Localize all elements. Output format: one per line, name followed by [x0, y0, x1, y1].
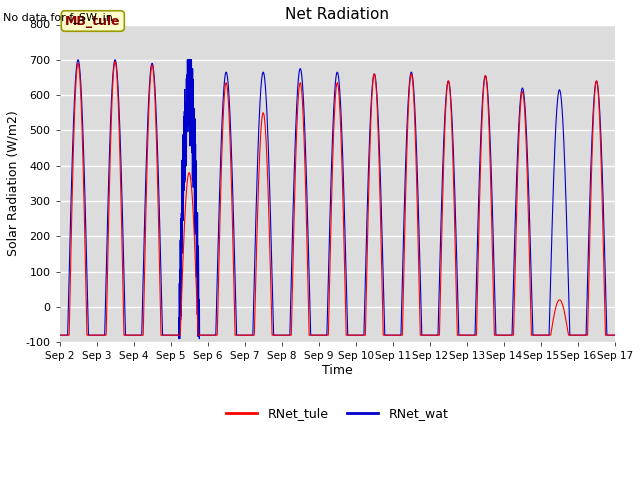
X-axis label: Time: Time: [322, 364, 353, 377]
Legend: RNet_tule, RNet_wat: RNet_tule, RNet_wat: [221, 402, 453, 425]
Title: Net Radiation: Net Radiation: [285, 7, 389, 22]
Text: No data for f_SW_in: No data for f_SW_in: [3, 12, 113, 23]
Text: MB_tule: MB_tule: [65, 14, 120, 27]
Y-axis label: Solar Radiation (W/m2): Solar Radiation (W/m2): [7, 110, 20, 256]
